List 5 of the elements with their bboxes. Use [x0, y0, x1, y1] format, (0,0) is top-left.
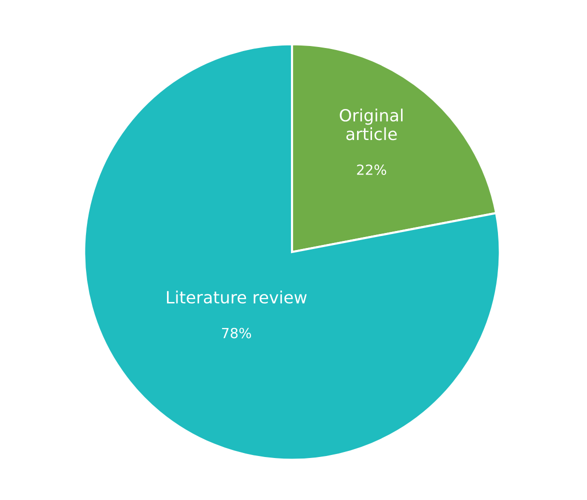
data-label: 78% [222, 328, 252, 338]
data-label: 22% [357, 164, 386, 175]
slice-label: Original article [340, 108, 403, 140]
slice-label: Literature review [166, 290, 307, 304]
pie-slice [83, 43, 501, 461]
